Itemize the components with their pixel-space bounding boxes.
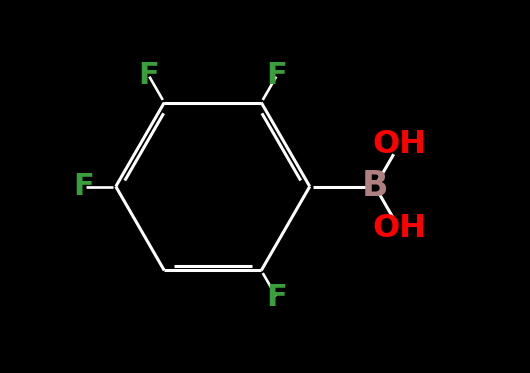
Text: OH: OH (372, 213, 426, 244)
Text: F: F (74, 172, 94, 201)
Text: OH: OH (372, 129, 426, 160)
Text: B: B (361, 169, 388, 204)
Text: F: F (138, 60, 159, 90)
Text: F: F (267, 283, 287, 313)
Text: F: F (267, 60, 287, 90)
